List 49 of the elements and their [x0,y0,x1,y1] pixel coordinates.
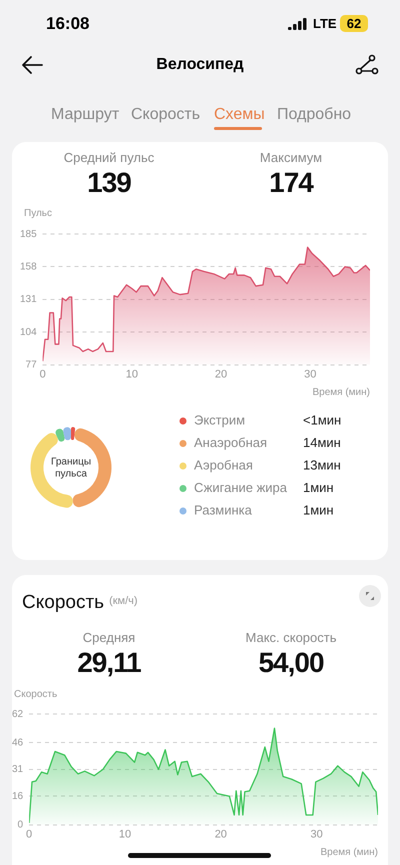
text: Средний пульс [62,150,156,165]
y-axis-title: Скорость [14,689,58,700]
legend-label: Экстрим [194,412,246,428]
y-tick-label: 0 [18,820,24,831]
legend-label: Анаэробная [194,435,268,450]
text: Маршрут [51,106,120,124]
text: Подробно [277,106,352,124]
data-label: 14мин [303,435,341,450]
y-tick-label: 185 [20,228,38,240]
x-tick-label: 10 [118,828,132,840]
y-tick-label: 104 [20,326,38,338]
x-axis-title: Время (мин) [320,846,378,858]
data-label: 1мин [303,502,334,518]
x-tick-label: 30 [304,368,316,380]
y-tick-label: 77 [26,360,38,371]
y-tick-label: 62 [12,708,24,720]
data-label: <1мин [303,412,342,428]
x-tick-label: 0 [40,368,46,380]
text: 139 [86,167,132,199]
x-tick-label: 10 [126,368,138,380]
y-tick-label: 16 [12,790,24,802]
text: 54,00 [257,647,325,679]
legend-label: Аэробная [194,458,253,473]
data-label: 1мин [303,480,334,496]
text: 29,11 [76,647,142,679]
text: LTE [313,16,337,31]
text: 16:08 [46,14,90,34]
x-tick-label: 20 [214,368,228,380]
text: Средняя [82,630,136,645]
text: Велосипед [155,56,245,74]
y-tick-label: 158 [20,261,38,272]
chart-subtitle: (км/ч) [109,595,138,607]
text: Схемы [214,106,265,124]
text: Максимум [258,150,324,165]
legend-label: Сжигание жира [194,480,288,496]
y-tick-label: 31 [12,764,24,776]
x-tick-label: 30 [310,828,323,840]
y-tick-label: 46 [12,737,24,748]
y-axis-title: Пульс [24,208,52,219]
text: Макс. скорость [244,630,338,645]
legend-label: Разминка [194,502,253,518]
data-label: 13мин [303,458,341,473]
text: Скорость [131,106,200,124]
x-tick-label: 20 [214,828,227,840]
y-tick-label: 131 [20,294,38,306]
text: 174 [268,167,314,199]
text: Границы пульса [51,456,91,480]
x-axis-title: Время (мин) [312,386,370,398]
chart-title: Скорость [22,592,104,613]
